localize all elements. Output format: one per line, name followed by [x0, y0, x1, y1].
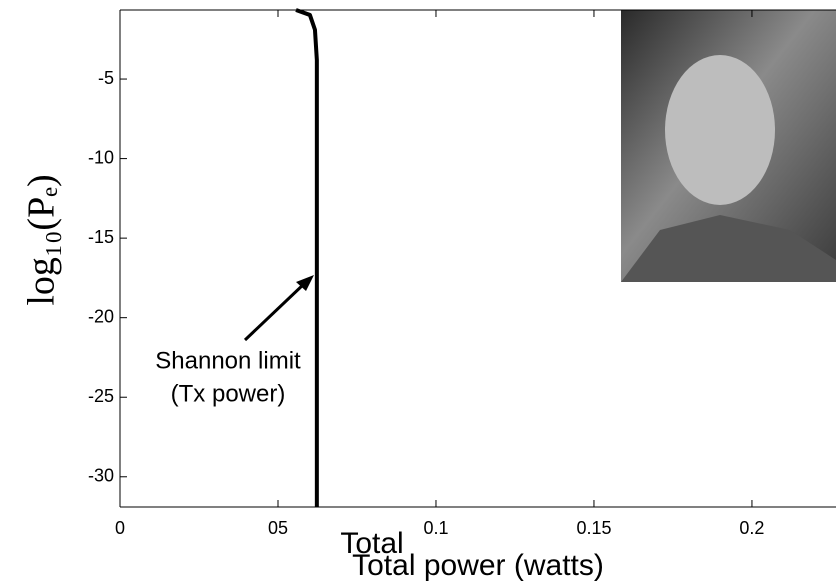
y-tick-label: -5: [98, 68, 114, 88]
annotation: (Tx power): [171, 380, 286, 407]
x-tick-label: 0: [115, 518, 125, 538]
x-tick-label: 0.2: [739, 518, 764, 538]
x-axis-label-overlap: Total: [340, 527, 403, 560]
x-tick-label: 0.15: [576, 518, 611, 538]
annotation-arrowhead: [296, 275, 314, 291]
y-tick-label: -25: [88, 386, 114, 406]
y-axis-label: log₁₀(Pₑ): [21, 174, 63, 305]
annotation-arrow: [243, 281, 307, 342]
y-tick-label: -20: [88, 306, 114, 326]
portrait-suit: [621, 215, 836, 282]
y-tick-label: -10: [88, 147, 114, 167]
x-tick-label: 0.1: [423, 518, 448, 538]
line-series: [295, 8, 319, 507]
annotation: Shannon limit: [155, 347, 301, 374]
x-axis-label: Total power (watts): [352, 549, 604, 582]
portrait-face: [665, 55, 775, 205]
y-tick-label: -30: [88, 466, 114, 486]
x-tick-label: 05: [268, 518, 288, 538]
y-tick-label: -15: [88, 227, 114, 247]
